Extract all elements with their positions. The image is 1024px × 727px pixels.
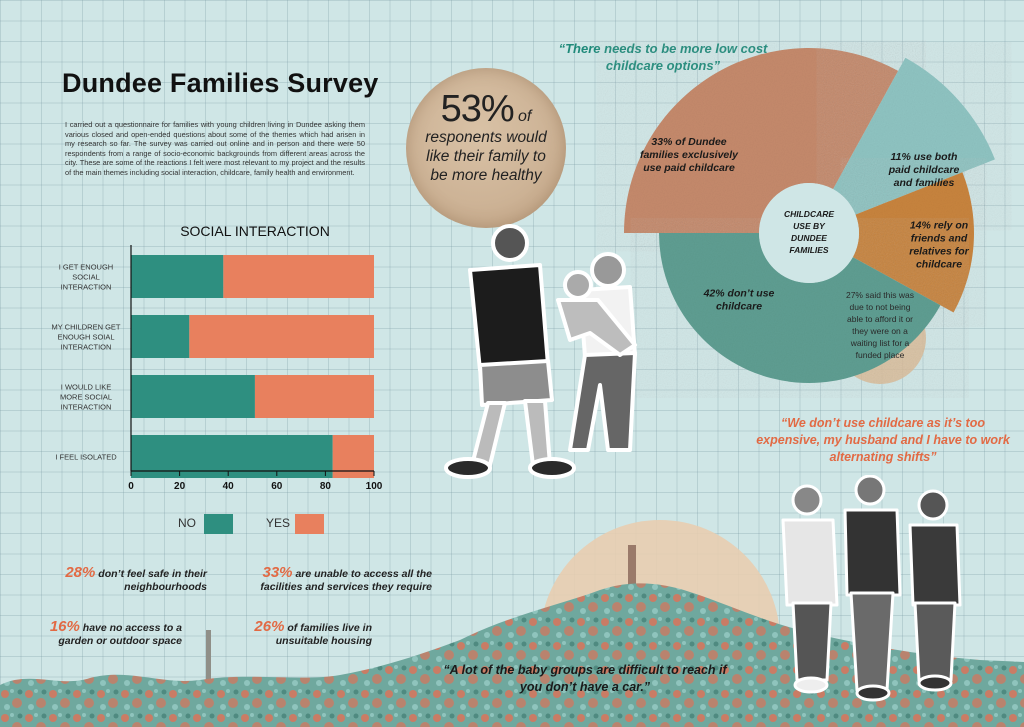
center-label-line: FAMILIES	[789, 245, 829, 255]
stat-text: are unable to access all the facilities …	[260, 568, 432, 593]
stat-facilities: 33% are unable to access all the facilit…	[242, 564, 432, 594]
health-stat: 53% of responents would like their famil…	[406, 90, 566, 185]
legend-yes-swatch	[295, 514, 324, 534]
chart-title: SOCIAL INTERACTION	[180, 223, 330, 239]
note-line: able to afford it or	[847, 314, 913, 324]
hill-shape	[0, 583, 1024, 727]
x-tick-label: 0	[128, 481, 134, 492]
y-tick-label: MORE SOCIAL	[60, 393, 112, 402]
health-line-3: be more healthy	[430, 167, 542, 184]
health-of: of	[518, 108, 532, 125]
stat-percent: 28%	[65, 564, 96, 581]
page-title: Dundee Families Survey	[62, 68, 379, 98]
note-line: due to not being	[850, 302, 911, 312]
stat-percent: 16%	[49, 618, 80, 635]
x-tick-label: 60	[271, 481, 283, 492]
donut-slice	[659, 233, 941, 384]
stat-text: don’t feel safe in their neighbourhoods	[98, 568, 207, 593]
slice-label: 42% don’t use	[703, 288, 775, 300]
legend-no-swatch	[204, 514, 233, 534]
note-27-percent: 27% said this was due to not being able to…	[846, 290, 914, 360]
center-label-line: DUNDEE	[791, 233, 827, 243]
steeple-silhouette	[206, 630, 211, 700]
family-walking-photo	[444, 224, 637, 479]
legend-no-label: NO	[178, 516, 196, 530]
slice-label: childcare	[716, 301, 762, 313]
quote-baby-groups: “A lot of the baby groups are difficult …	[443, 663, 727, 694]
slice-label: and families	[894, 177, 955, 189]
slice-label: families exclusively	[640, 149, 739, 161]
bar-no	[131, 315, 190, 358]
stat-percent: 26%	[254, 618, 285, 635]
note-line: 27% said this was	[846, 290, 914, 300]
center-label-line: USE BY	[793, 221, 826, 231]
y-tick-label: I FEEL ISOLATED	[55, 453, 117, 462]
donut-slice	[833, 57, 995, 215]
stat-housing: 26% of families live in unsuitable housi…	[242, 618, 372, 648]
y-tick-label: INTERACTION	[61, 403, 112, 412]
stat-unsafe: 28% don’t feel safe in their neighbourho…	[47, 564, 207, 594]
y-tick-label: I WOULD LIKE	[61, 383, 111, 392]
hill-landscape-illustration	[0, 520, 1024, 727]
bar-no	[131, 375, 255, 418]
tower-silhouette	[628, 545, 636, 585]
donut-slice	[624, 47, 899, 233]
stat-garden: 16% have no access to a garden or outdoo…	[47, 618, 182, 648]
legend: NO YES	[178, 514, 324, 534]
bar-yes	[223, 255, 374, 298]
x-tick-label: 80	[320, 481, 332, 492]
stat-percent: 33%	[262, 564, 293, 581]
legend-yes-label: YES	[266, 516, 290, 530]
slice-label: friends and	[911, 233, 968, 245]
mother-children-photo	[781, 475, 962, 702]
slice-label: childcare	[916, 259, 962, 271]
x-tick-label: 100	[366, 481, 383, 492]
quote-too-expensive: “We don’t use childcare as it’s too expe…	[756, 416, 1010, 464]
note-line: waiting list for a	[850, 338, 910, 348]
health-line-2: like their family to	[426, 148, 546, 165]
y-tick-label: SOCIAL	[72, 273, 100, 282]
stat-text: of families live in unsuitable housing	[275, 622, 372, 647]
slice-label: paid childcare	[888, 164, 960, 176]
y-tick-label: I GET ENOUGH	[59, 263, 113, 272]
slice-label: use paid childcare	[643, 162, 735, 174]
donut-slice	[852, 172, 974, 313]
x-ticks-group: 0 20 40 60 80 100	[128, 471, 383, 492]
note-line: funded place	[856, 350, 905, 360]
x-tick-label: 20	[174, 481, 186, 492]
slice-label: relatives for	[909, 246, 969, 258]
health-line-1: responents would	[425, 129, 547, 146]
slice-label: 11% use both	[891, 151, 958, 163]
y-tick-label: MY CHILDREN GET	[51, 323, 120, 332]
slice-label: 14% rely on	[910, 220, 968, 232]
intro-paragraph: I carried out a questionnaire for famili…	[65, 120, 365, 177]
slice-label: 33% of Dundee	[651, 136, 726, 148]
bar-yes	[254, 375, 374, 418]
center-label-line: CHILDCARE	[784, 209, 834, 219]
slices-group	[624, 47, 995, 384]
y-tick-label: INTERACTION	[61, 283, 112, 292]
bar-no	[131, 255, 224, 298]
note-line: they were on a	[852, 326, 908, 336]
quote-low-cost-childcare: “There needs to be more low cost childca…	[558, 41, 768, 73]
donut-hole	[759, 183, 859, 283]
social-interaction-chart: SOCIAL INTERACTION I GET ENOUGHSOCIALINT…	[51, 223, 383, 534]
y-tick-label: INTERACTION	[61, 343, 112, 352]
bar-yes	[189, 315, 374, 358]
health-circle	[406, 68, 566, 228]
x-tick-label: 40	[223, 481, 235, 492]
health-percent: 53%	[440, 88, 515, 130]
stat-text: have no access to a garden or outdoor sp…	[58, 622, 182, 647]
center-label: CHILDCARE USE BY DUNDEE FAMILIES	[784, 209, 834, 255]
y-tick-label: ENOUGH SOIAL	[57, 333, 114, 342]
